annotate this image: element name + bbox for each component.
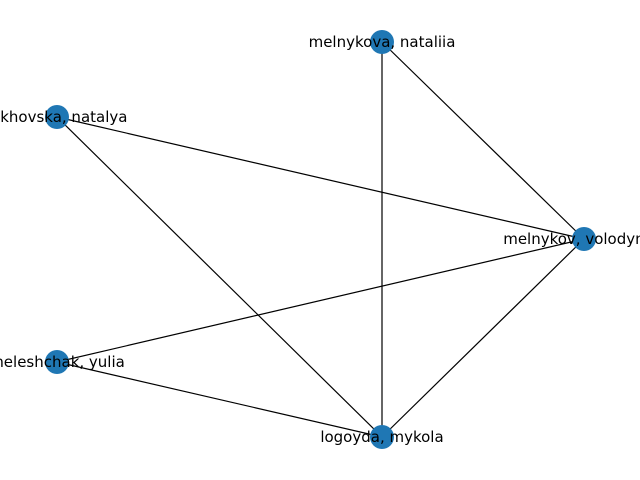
edge-lukhovska-logoyda — [56, 116, 383, 438]
node-logoyda — [370, 425, 394, 449]
node-meleshchak — [45, 350, 69, 374]
edge-meleshchak-logoyda — [56, 361, 383, 438]
edge-meleshchak-melnykov — [56, 238, 585, 363]
edge-melnykov-logoyda — [381, 238, 585, 438]
node-label-logoyda: logoyda, mykola — [320, 428, 443, 446]
node-lukhovska — [45, 105, 69, 129]
edges-layer — [56, 41, 585, 438]
edge-lukhovska-melnykov — [56, 116, 585, 240]
edge-melnykova-melnykov — [381, 41, 585, 240]
node-label-meleshchak: meleshchak, yulia — [0, 353, 125, 371]
labels-layer: melnykova, nataliia lukhovska, natalya mel… — [0, 33, 640, 446]
nodes-layer — [45, 30, 596, 449]
node-melnykova — [370, 30, 394, 54]
node-label-melnykova: melnykova, nataliia — [309, 33, 456, 51]
node-label-lukhovska: lukhovska, natalya — [0, 108, 127, 126]
node-label-melnykov: melnykov, volodymyr — [503, 230, 640, 248]
node-melnykov — [572, 227, 596, 251]
